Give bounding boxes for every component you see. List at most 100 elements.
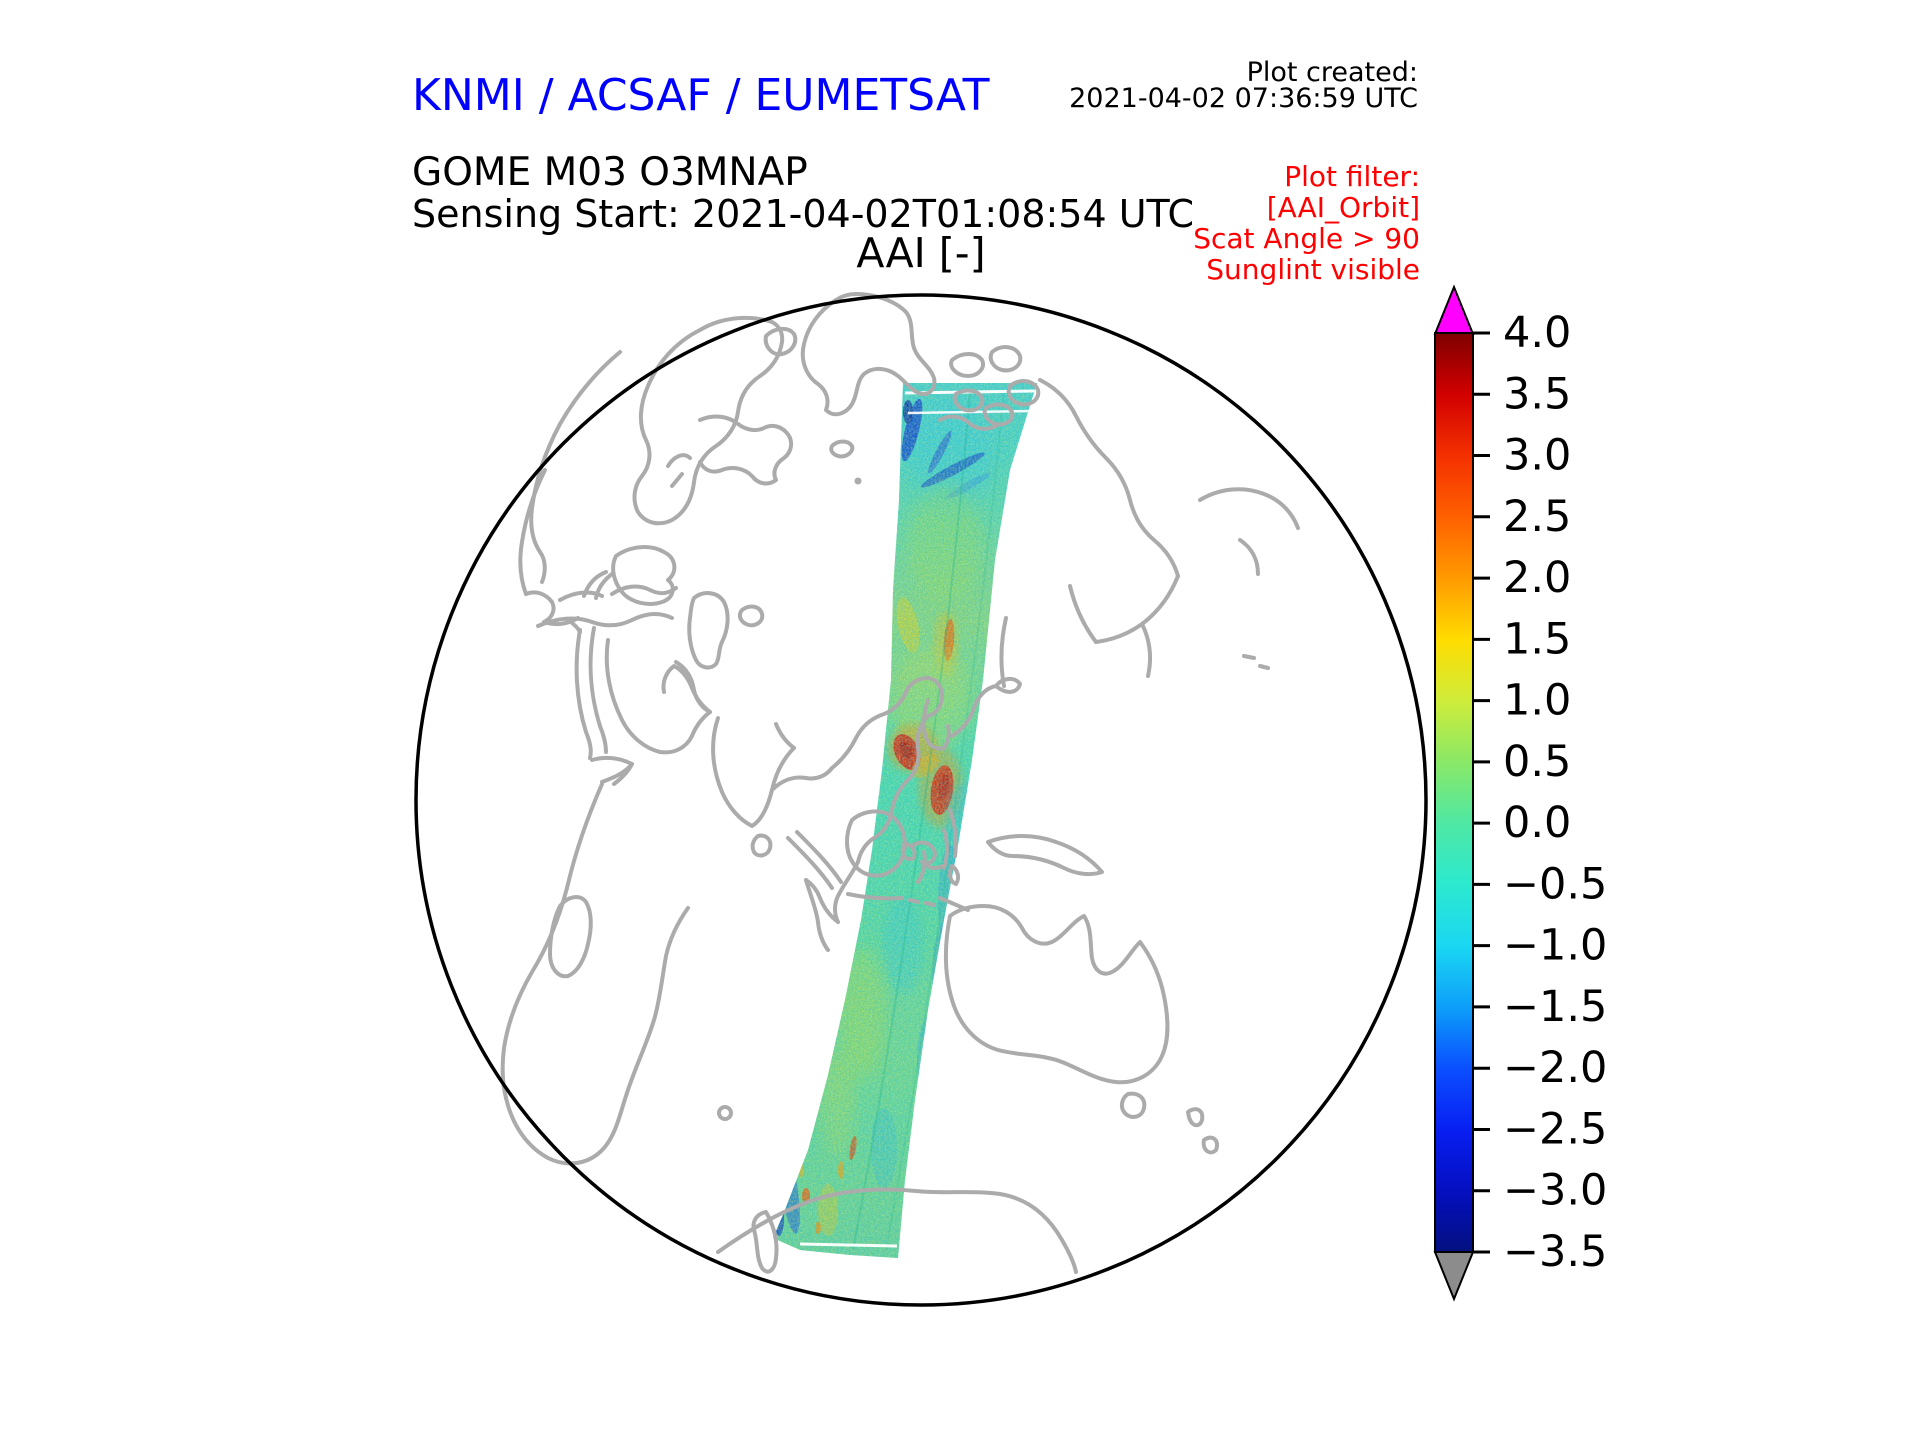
colorbar-tick-label: −1.0 (1503, 921, 1607, 971)
coastline-path (518, 468, 547, 596)
colorbar-tick-label: 4.0 (1503, 308, 1571, 358)
coastline-path (1119, 1091, 1147, 1119)
coastline-path (500, 782, 604, 1100)
coastline-path (829, 439, 855, 459)
coastline-path (804, 878, 840, 924)
coastline-path (916, 850, 927, 884)
plot-filter-line: [AAI_Orbit] (1266, 191, 1420, 224)
globe-outline (414, 293, 1428, 1307)
coastline-path (938, 414, 998, 431)
coastline-path (795, 830, 843, 884)
plot-created-block: Plot created: 2021-04-02 07:36:59 UTC (1069, 57, 1418, 114)
swath-seam-line (852, 389, 971, 1251)
coastline-path (687, 591, 730, 670)
plot-filter-block: Plot filter: [AAI_Orbit] Scat Angle > 90… (1193, 161, 1420, 285)
coastline-path (698, 414, 793, 486)
coastline-path (1242, 654, 1270, 670)
product-title: GOME M03 O3MNAP (412, 150, 808, 195)
coastline-path (716, 1187, 1078, 1274)
colorbar-gradient-bar (1434, 332, 1474, 1253)
colorbar-over-arrow (1433, 284, 1475, 335)
colorbar-tick-label: −3.5 (1503, 1227, 1607, 1277)
colorbar-tick-label: −3.0 (1503, 1166, 1607, 1216)
coastline-path (737, 604, 765, 628)
coastline-path (604, 638, 712, 755)
coastline-path (833, 860, 860, 924)
coastline-path (770, 766, 834, 792)
colorbar-tick-label: 1.0 (1503, 676, 1571, 726)
coastline-path (942, 828, 949, 870)
coastline-path (854, 477, 862, 485)
colorbar-tick-label: −0.5 (1503, 859, 1607, 909)
plot-filter-line: Sunglint visible (1206, 253, 1420, 286)
coastline-path (830, 676, 944, 770)
coastline-path (1186, 1107, 1205, 1128)
coastline-path (988, 345, 1023, 373)
swath-gap-line (799, 1242, 898, 1248)
coastline-path (711, 716, 796, 828)
coastline-path (948, 808, 958, 858)
coastline-path (548, 895, 593, 979)
coastline-path (786, 836, 834, 890)
coastline-path (1198, 487, 1300, 530)
coastline-path (674, 660, 712, 714)
coastline-path (908, 898, 936, 907)
colorbar-under-arrow (1433, 1251, 1475, 1302)
coastline-path (994, 677, 1022, 694)
coastline-path (846, 892, 904, 901)
coastline-path (666, 453, 692, 468)
coastline-path (950, 684, 998, 738)
coastline-path (1201, 1135, 1219, 1155)
coastline-path (610, 584, 678, 596)
plot-created-label: Plot created: (1246, 57, 1418, 88)
coastline-path (582, 570, 608, 598)
colorbar-tick-label: 3.5 (1503, 369, 1571, 419)
coastline-path (670, 472, 684, 488)
coastline-path (1140, 622, 1152, 678)
colorbar-tick-label: −1.5 (1503, 982, 1607, 1032)
coastline-path (947, 864, 961, 886)
coastline-path (594, 572, 614, 600)
coastline-path (856, 714, 930, 864)
coastline-path (574, 628, 593, 760)
coastline-path (920, 860, 944, 871)
coastline-path (949, 352, 985, 378)
coastline-path (800, 292, 937, 417)
coastline-path (717, 1105, 733, 1121)
coastline-path (1068, 584, 1098, 644)
colorbar-tick-label: −2.0 (1503, 1043, 1607, 1093)
coastline-path (845, 809, 907, 878)
colorbar-tick-label: 2.0 (1503, 553, 1571, 603)
plot-filter-line: Scat Angle > 90 (1193, 222, 1420, 255)
plot-created-timestamp: 2021-04-02 07:36:59 UTC (1069, 83, 1418, 114)
coastline-path (536, 612, 674, 628)
colorbar-tick-label: 0.5 (1503, 737, 1571, 787)
colorbar-tick-label: 1.5 (1503, 614, 1571, 664)
coastline-path (751, 1210, 779, 1274)
coastlines (500, 292, 1300, 1274)
colorbar-tick-label: −2.5 (1503, 1104, 1607, 1154)
plot-filter-line: Plot filter: (1284, 160, 1420, 193)
coastline-path (611, 545, 677, 606)
colorbar-tick-label: 3.0 (1503, 431, 1571, 481)
coastline-path (524, 590, 556, 624)
org-title: KNMI / ACSAF / EUMETSAT (412, 70, 990, 121)
coastline-path (1006, 379, 1041, 407)
coastline-path (910, 840, 937, 866)
coastline-path (804, 878, 830, 952)
coastline-path (612, 762, 634, 786)
coastline-path (952, 388, 985, 413)
coastline-path (750, 833, 773, 858)
coastline-path (588, 626, 608, 754)
colorbar: 4.0 3.5 3.0 2.5 2.0 1.5 1.0 0.5 0.0 −0.5 −1.0 −1.5 −… (1433, 284, 1607, 1302)
coastline-path (1038, 378, 1180, 578)
coastline-path (632, 315, 785, 526)
coastline-path (943, 904, 1170, 1085)
coastline-path (921, 698, 951, 751)
colorbar-tick-label: 2.5 (1503, 492, 1571, 542)
coastline-path (982, 402, 1015, 427)
sensing-start: Sensing Start: 2021-04-02T01:08:54 UTC (412, 192, 1195, 236)
colorbar-tick-label: 0.0 (1503, 798, 1571, 848)
